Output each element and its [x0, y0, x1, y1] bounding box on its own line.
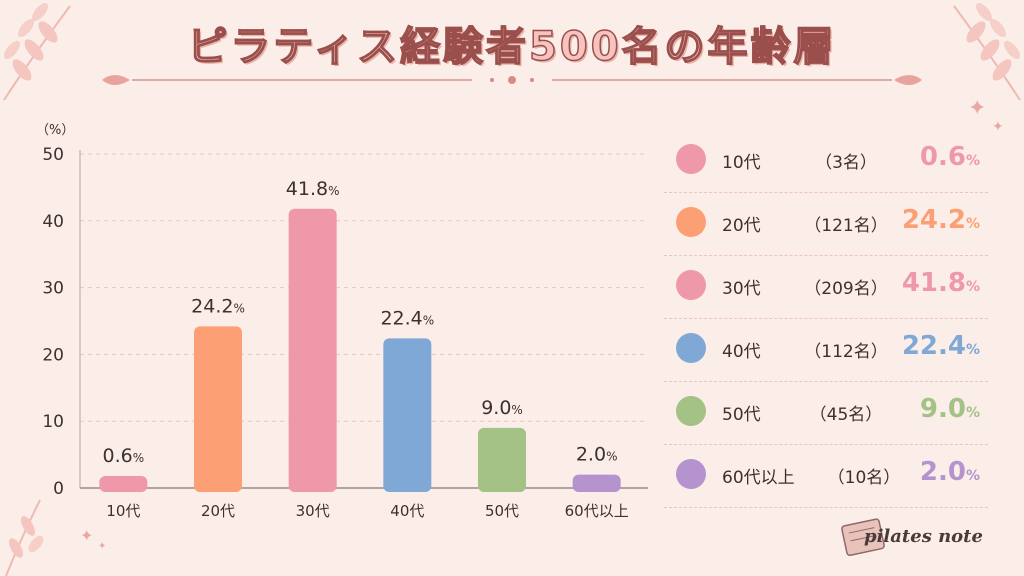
legend-swatch [676, 144, 706, 174]
legend-label: 40代 [722, 342, 761, 362]
y-tick-label: 30 [42, 279, 64, 299]
legend-count: （112名） [804, 342, 888, 362]
data-label: 0.6% [103, 445, 145, 467]
legend-item: 50代 （45名） 9.0% [664, 382, 988, 445]
sparkle-icon: ✦ [992, 119, 1004, 135]
legend-item: 60代以上 （10名） 2.0% [664, 445, 988, 508]
legend-label: 60代以上 [722, 468, 795, 488]
data-label: 22.4% [380, 307, 434, 329]
x-tick-label: 40代 [390, 502, 424, 520]
legend-percent: 41.8% [901, 268, 980, 298]
legend-label: 20代 [722, 216, 761, 236]
legend-swatch [676, 396, 706, 426]
legend-swatch [676, 270, 706, 300]
page-title: ピラティス経験者500名の年齢層 [187, 23, 837, 71]
legend-percent: 24.2% [901, 205, 980, 235]
data-label: 9.0% [481, 397, 523, 419]
legend-percent: 22.4% [901, 331, 980, 361]
legend-item: 30代 （209名） 41.8% [664, 256, 988, 319]
title-divider [102, 75, 922, 85]
data-label: 2.0% [576, 444, 618, 466]
bar-5 [572, 474, 621, 492]
y-tick-label: 50 [42, 145, 64, 165]
bar-3 [383, 338, 432, 492]
y-tick-label: 40 [42, 212, 64, 232]
bar-0 [99, 476, 148, 492]
data-label: 24.2% [191, 295, 245, 317]
legend-label: 50代 [722, 405, 761, 425]
leaf-decoration-bottom-left [5, 499, 44, 576]
legend-item: 40代 （112名） 22.4% [664, 319, 988, 382]
y-tick-label: 10 [42, 412, 64, 432]
legend-percent: 9.0% [919, 394, 980, 424]
y-unit-label: （%） [36, 123, 74, 138]
x-tick-label: 60代以上 [565, 502, 629, 520]
sparkle-icon: ✦ [80, 526, 94, 545]
legend-count: （121名） [804, 216, 888, 236]
legend-swatch [676, 459, 706, 489]
bar-1 [194, 326, 242, 492]
legend-percent: 2.0% [919, 457, 980, 487]
legend-count: （3名） [815, 153, 877, 173]
legend-count: （45名） [809, 405, 883, 425]
x-tick-label: 10代 [106, 502, 140, 520]
brand-logo: pilates note [864, 526, 983, 547]
y-tick-label: 0 [53, 479, 64, 499]
bar-4 [478, 427, 526, 492]
y-tick-label: 20 [42, 345, 64, 365]
legend-swatch [676, 333, 706, 363]
legend-label: 10代 [722, 153, 761, 173]
legend-swatch [676, 207, 706, 237]
leaf-decoration-top-right [953, 2, 1021, 101]
sparkle-icon: ✦ [968, 96, 987, 121]
legend-count: （10名） [827, 468, 901, 488]
sparkle-icon: ✦ [98, 541, 107, 552]
data-label: 41.8% [286, 178, 340, 200]
legend-count: （209名） [804, 279, 888, 299]
x-tick-label: 20代 [201, 502, 235, 520]
legend-item: 20代 （121名） 24.2% [664, 193, 988, 256]
bar-2 [288, 208, 337, 492]
legend-percent: 0.6% [919, 142, 980, 172]
legend: 10代 （3名） 0.6% 20代 （121名） 24.2% 30代 （209名） 41.8% 4… [664, 130, 988, 508]
x-tick-label: 30代 [296, 502, 330, 520]
legend-item: 10代 （3名） 0.6% [664, 130, 988, 193]
x-tick-label: 50代 [485, 502, 519, 520]
bar-chart: （%） 0 10 20 30 40 50 0.6% 10代 24.2% 20代 41.8% 30代 22.… [36, 123, 648, 520]
legend-label: 30代 [722, 279, 761, 299]
notebook-icon [841, 518, 885, 557]
leaf-decoration-top-left [3, 2, 71, 101]
